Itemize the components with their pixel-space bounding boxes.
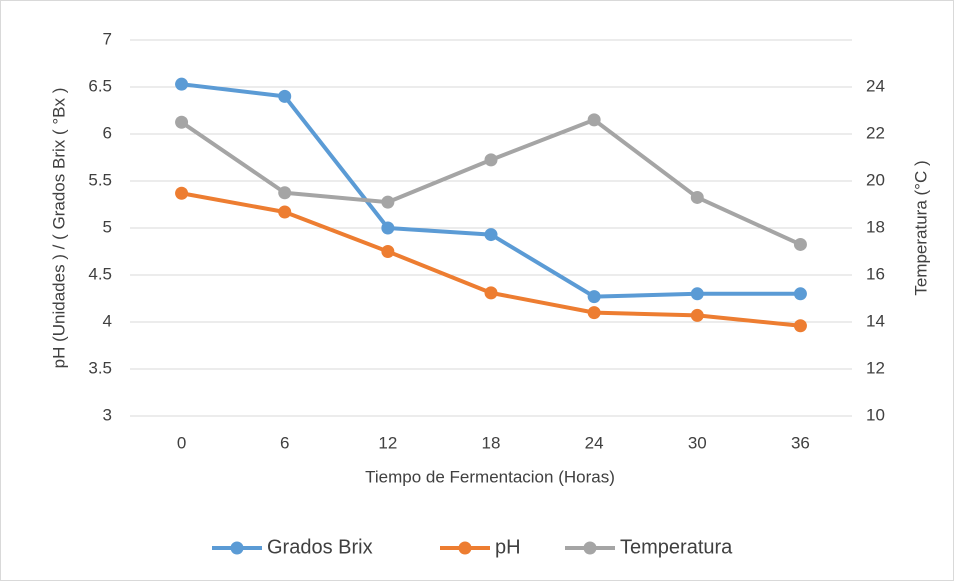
legend-marker — [458, 541, 472, 555]
y-tick-label: 4 — [103, 311, 112, 330]
point — [793, 237, 807, 251]
point — [484, 286, 498, 300]
x-tick-label: 24 — [585, 433, 604, 452]
legend-label: pH — [495, 536, 521, 558]
point — [381, 195, 395, 209]
y-tick-label: 6.5 — [88, 76, 112, 95]
y-tick-label: 3 — [103, 405, 112, 424]
point — [484, 228, 498, 242]
y2-tick-label: 12 — [866, 358, 885, 377]
point — [484, 153, 498, 167]
legend-marker — [583, 541, 597, 555]
y2-tick-label: 10 — [866, 405, 885, 424]
point — [690, 308, 704, 322]
point — [793, 319, 807, 333]
y2-tick-label: 14 — [866, 311, 885, 330]
x-tick-label: 36 — [791, 433, 810, 452]
point — [278, 205, 292, 219]
y2-tick-label: 20 — [866, 170, 885, 189]
point — [587, 290, 601, 304]
y2-tick-label: 24 — [866, 76, 885, 95]
point — [175, 115, 189, 129]
y-axis-title: pH (Unidades ) / ( Grados Brix ( °Bx ) — [49, 88, 68, 369]
y-tick-label: 7 — [103, 29, 112, 48]
point — [587, 113, 601, 127]
y2-tick-label: 22 — [866, 123, 885, 142]
y-tick-label: 3.5 — [88, 358, 112, 377]
y-tick-label: 5.5 — [88, 170, 112, 189]
point — [793, 287, 807, 301]
x-tick-label: 18 — [482, 433, 501, 452]
x-axis-title: Tiempo de Fermentacion (Horas) — [365, 467, 615, 486]
y2-tick-label: 18 — [866, 217, 885, 236]
x-tick-label: 12 — [378, 433, 397, 452]
point — [381, 221, 395, 235]
point — [175, 77, 189, 91]
x-tick-label: 6 — [280, 433, 289, 452]
legend-label: Grados Brix — [267, 536, 373, 558]
y2-tick-label: 16 — [866, 264, 885, 283]
point — [381, 245, 395, 258]
point — [690, 190, 704, 204]
point — [690, 287, 704, 301]
point — [278, 186, 292, 200]
legend-label: Temperatura — [620, 536, 733, 558]
x-tick-label: 0 — [177, 433, 186, 452]
y-tick-label: 6 — [103, 123, 112, 142]
y-tick-label: 4.5 — [88, 264, 112, 283]
legend-marker — [230, 541, 244, 555]
x-tick-label: 30 — [688, 433, 707, 452]
point — [587, 306, 601, 320]
point — [175, 186, 189, 200]
y2-axis-title: Temperatura (°C ) — [911, 160, 930, 295]
point — [278, 89, 292, 103]
y-tick-label: 5 — [103, 217, 112, 236]
